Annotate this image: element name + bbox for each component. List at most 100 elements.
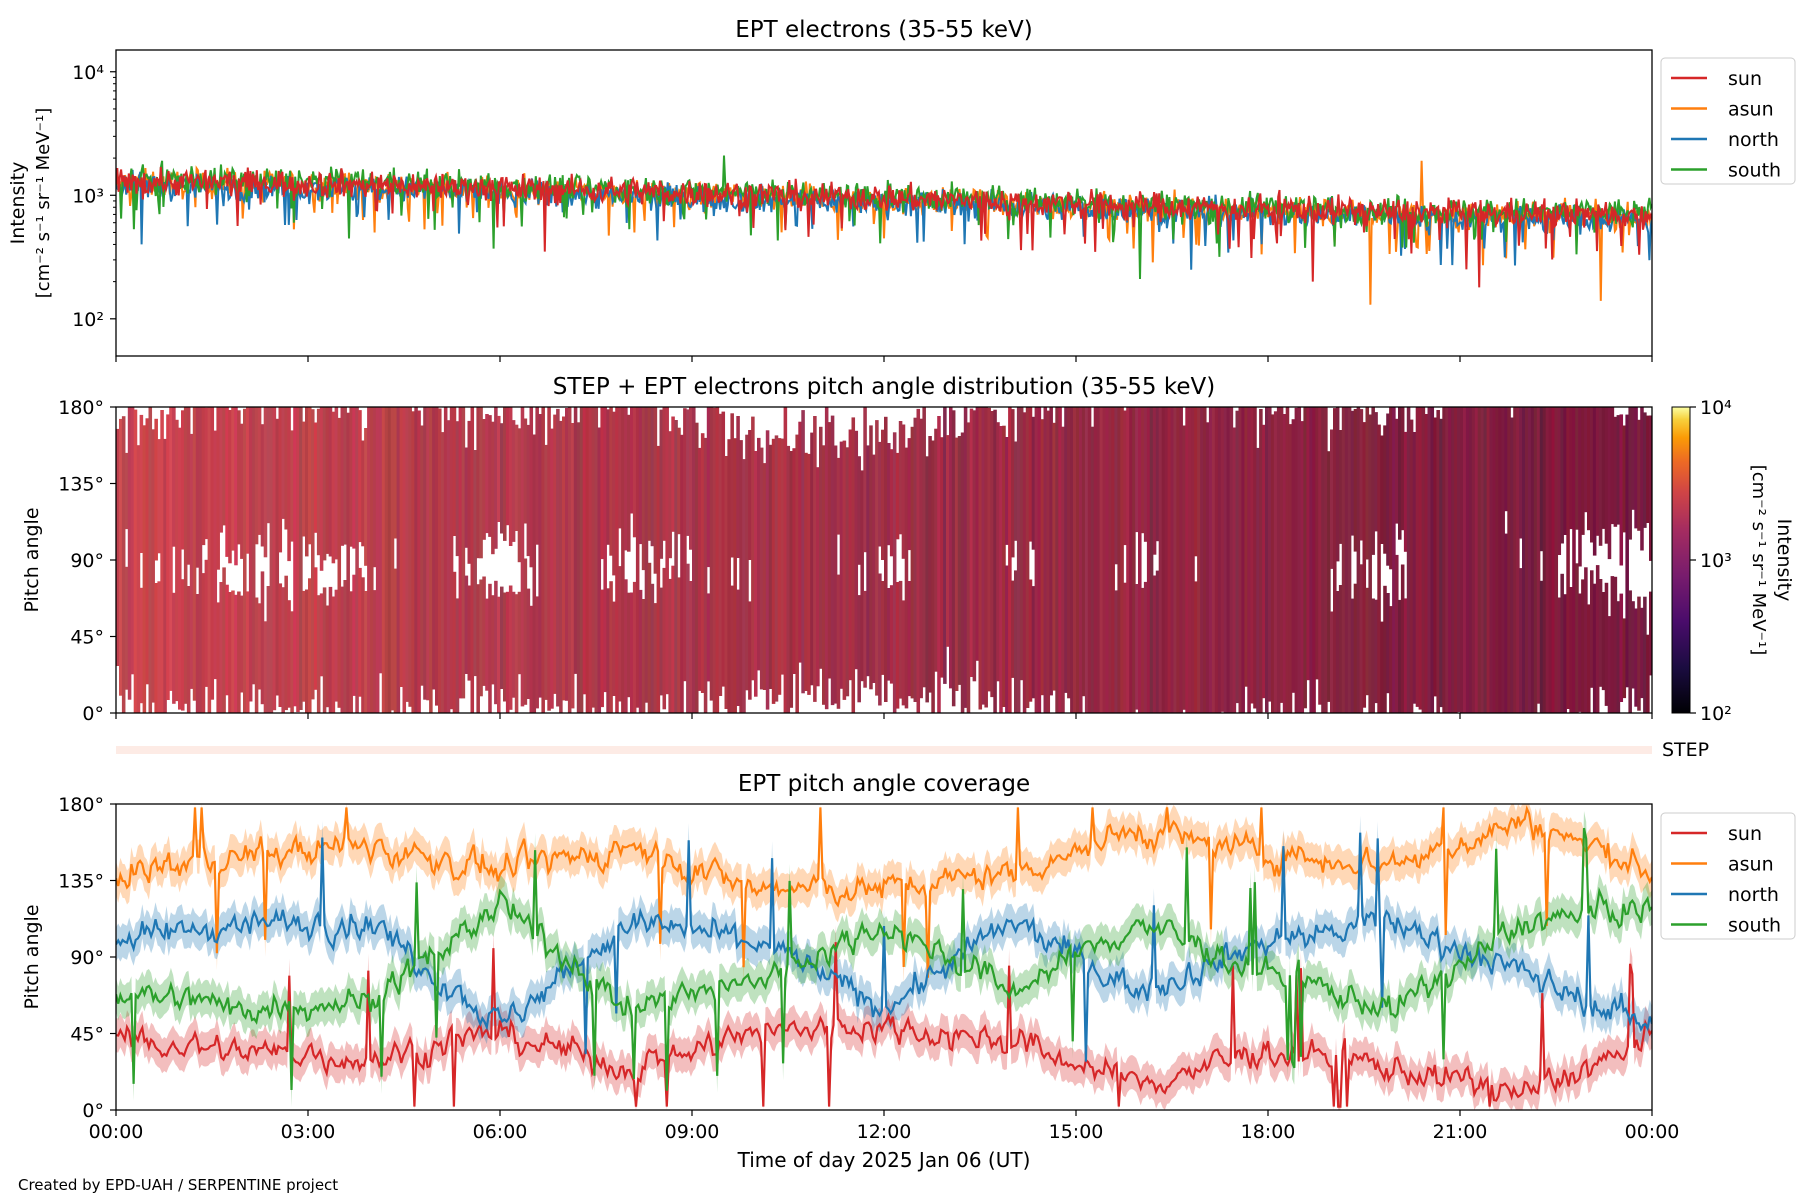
heatmap-cell <box>1025 407 1030 708</box>
heatmap-cell <box>1005 565 1009 713</box>
heatmap-cell <box>254 407 259 545</box>
heatmap-cell <box>1592 583 1597 713</box>
heatmap-cell <box>464 575 469 674</box>
heatmap-cell <box>399 407 404 687</box>
heatmap-cell <box>1238 407 1243 713</box>
heatmap-cell <box>467 585 472 681</box>
heatmap-cell <box>160 410 164 713</box>
heatmap-cell <box>547 407 551 711</box>
y-tick-label: 135° <box>58 871 104 893</box>
heatmap-cell <box>316 595 321 713</box>
heatmap-cell <box>514 594 519 713</box>
heatmap-cell <box>384 407 389 713</box>
heatmap-cell <box>1102 407 1107 713</box>
heatmap-cell <box>1640 607 1644 699</box>
heatmap-cell <box>254 597 259 713</box>
panel-intensity: EPT electrons (35-55 keV) 10² 10³ 10⁴ Inte… <box>7 17 1796 362</box>
heatmap-cell <box>1533 407 1538 713</box>
heatmap-cell <box>1081 407 1086 697</box>
heatmap-cell <box>916 408 921 713</box>
heatmap-cell <box>798 421 802 663</box>
panel2-heatmap <box>116 407 1652 713</box>
heatmap-cell <box>130 407 135 675</box>
heatmap-cell <box>1206 422 1210 713</box>
panel3-x-ticks: 00:00 03:00 06:00 09:00 12:00 15:00 18:00 21:00… <box>89 1110 1679 1143</box>
heatmap-cell <box>491 421 495 555</box>
heatmap-cell <box>1501 407 1505 713</box>
heatmap-cell <box>1628 407 1632 540</box>
heatmap-cell <box>739 440 743 713</box>
heatmap-cell <box>1634 608 1638 707</box>
heatmap-cell <box>181 410 185 550</box>
heatmap-cell <box>1333 408 1337 713</box>
panel1-ylabel-line2: [cm⁻² s⁻¹ sr⁻¹ MeV⁻¹] <box>33 108 54 299</box>
heatmap-cell <box>358 567 362 697</box>
heatmap-cell <box>116 428 120 666</box>
panel1-x-ticks <box>115 356 1653 362</box>
heatmap-cell <box>1634 407 1638 529</box>
heatmap-cell <box>866 445 870 677</box>
heatmap-cell <box>1055 407 1059 713</box>
heatmap-cell <box>996 422 1000 682</box>
heatmap-cell <box>999 426 1003 713</box>
heatmap-cell <box>529 407 534 568</box>
heatmap-cell <box>1445 407 1449 713</box>
heatmap-cell <box>748 601 752 700</box>
heatmap-cell <box>585 407 590 713</box>
heatmap-cell <box>461 407 466 699</box>
heatmap-cell <box>1016 407 1021 713</box>
heatmap-cell <box>1578 407 1582 567</box>
heatmap-cell <box>635 407 640 708</box>
heatmap-cell <box>1120 407 1124 713</box>
heatmap-cell <box>730 585 734 713</box>
heatmap-cell <box>1551 407 1556 713</box>
heatmap-cell <box>940 437 944 678</box>
heatmap-cell <box>1096 407 1101 713</box>
heatmap-cell <box>470 407 475 713</box>
heatmap-cell <box>671 565 675 713</box>
heatmap-cell <box>1276 407 1281 713</box>
heatmap-cell <box>689 407 693 550</box>
heatmap-cell <box>963 407 968 708</box>
heatmap-cell <box>1268 407 1272 702</box>
heatmap-cell <box>491 595 495 685</box>
heatmap-cell <box>1011 580 1015 678</box>
heatmap-cell <box>736 416 740 558</box>
heatmap-cell <box>887 588 891 681</box>
heatmap-cell <box>1040 419 1045 696</box>
heatmap-cell <box>559 420 563 713</box>
heatmap-cell <box>724 456 729 709</box>
heatmap-cell <box>124 452 129 530</box>
heatmap-cell <box>668 578 672 713</box>
heatmap-cell <box>1631 601 1635 689</box>
heatmap-cell <box>689 581 693 713</box>
heatmap-cell <box>898 580 903 699</box>
y-tick-label: 90° <box>70 550 104 572</box>
heatmap-cell <box>1046 410 1051 713</box>
heatmap-cell <box>296 407 300 713</box>
heatmap-cell <box>1403 431 1408 552</box>
heatmap-cell <box>381 407 386 713</box>
heatmap-cell <box>910 426 915 699</box>
heatmap-cell <box>1318 407 1322 705</box>
heatmap-cell <box>287 407 291 562</box>
heatmap-cell <box>1285 407 1290 713</box>
heatmap-cell <box>937 416 941 713</box>
heatmap-cell <box>630 407 634 514</box>
heatmap-cell <box>181 579 185 711</box>
heatmap-cell <box>535 407 539 545</box>
colorbar <box>1671 406 1691 714</box>
heatmap-cell <box>505 591 510 713</box>
heatmap-cell <box>313 422 318 533</box>
heatmap-cell <box>1200 407 1204 713</box>
heatmap-cell <box>822 445 826 705</box>
heatmap-cell <box>541 407 545 713</box>
heatmap-cell <box>1377 424 1381 713</box>
legend-label-north: north <box>1728 884 1779 906</box>
heatmap-cell <box>440 432 445 713</box>
heatmap-cell <box>1176 407 1180 713</box>
heatmap-cell <box>709 407 714 701</box>
heatmap-cell <box>981 407 986 705</box>
heatmap-cell <box>1433 417 1437 697</box>
heatmap-cell <box>706 593 711 682</box>
